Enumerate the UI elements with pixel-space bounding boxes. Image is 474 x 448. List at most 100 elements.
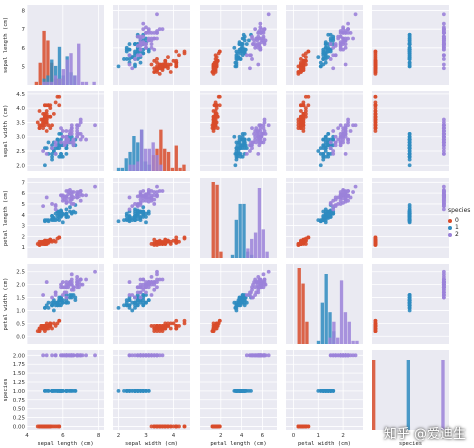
- scatter-point: [168, 62, 173, 67]
- scatter-point: [163, 240, 168, 245]
- scatter-point: [57, 154, 62, 159]
- scatter-point: [43, 123, 47, 128]
- scatter-point: [116, 219, 121, 224]
- scatter-point: [212, 62, 217, 67]
- scatter-point: [256, 290, 261, 295]
- scatter-point: [138, 277, 143, 282]
- scatter-point: [441, 126, 446, 131]
- y-tick-label: 7: [22, 180, 26, 186]
- histogram-bar: [73, 75, 77, 85]
- scatter-point: [127, 47, 132, 52]
- scatter-point: [144, 290, 148, 295]
- scatter-point: [133, 300, 137, 305]
- scatter-point: [127, 298, 132, 303]
- histogram-bar: [50, 59, 54, 85]
- scatter-point: [69, 293, 74, 297]
- histogram-bar: [84, 81, 89, 85]
- scatter-point: [441, 200, 446, 205]
- scatter-point: [130, 293, 135, 297]
- scatter-point: [299, 66, 303, 71]
- scatter-point: [41, 204, 46, 209]
- scatter-point: [160, 27, 165, 32]
- scatter-point: [152, 66, 157, 71]
- histogram-bar: [347, 321, 351, 344]
- scatter-point: [50, 213, 54, 218]
- scatter-point: [141, 298, 146, 303]
- scatter-point: [155, 64, 159, 69]
- scatter-point: [155, 239, 159, 244]
- histogram-bar: [143, 148, 148, 171]
- histogram-bar: [324, 274, 328, 344]
- scatter-point: [127, 42, 132, 46]
- scatter-point: [235, 154, 240, 159]
- scatter-point: [141, 194, 146, 199]
- scatter-point: [152, 326, 157, 331]
- scatter-point: [441, 42, 446, 46]
- scatter-point: [174, 239, 179, 244]
- y-axis-label: sepal length (cm): [3, 17, 9, 73]
- scatter-point: [441, 143, 446, 148]
- scatter-point: [149, 38, 154, 43]
- scatter-point: [301, 123, 306, 128]
- scatter-point: [336, 202, 341, 206]
- histogram-bar: [163, 148, 167, 171]
- scatter-point: [441, 207, 446, 212]
- scatter-point: [242, 131, 247, 136]
- scatter-point: [135, 303, 140, 308]
- legend-marker-2: [448, 232, 452, 237]
- scatter-point: [348, 129, 353, 133]
- scatter-point: [152, 237, 157, 242]
- scatter-point: [157, 71, 162, 76]
- scatter-point: [261, 123, 266, 128]
- scatter-point: [255, 280, 260, 284]
- scatter-point: [155, 193, 159, 198]
- scatter-point: [146, 298, 151, 303]
- scatter-point: [407, 131, 412, 136]
- scatter-point: [441, 45, 446, 50]
- scatter-point: [321, 157, 326, 162]
- scatter-point: [259, 282, 264, 287]
- scatter-point: [441, 149, 446, 153]
- scatter-point: [299, 117, 303, 122]
- scatter-point: [144, 192, 148, 197]
- scatter-point: [57, 94, 62, 99]
- scatter-point: [135, 53, 140, 58]
- histogram-bar: [250, 238, 254, 258]
- x-axis-label: sepal length (cm): [37, 441, 93, 447]
- scatter-point: [157, 277, 162, 282]
- scatter-point: [212, 117, 217, 122]
- scatter-point: [41, 293, 46, 297]
- scatter-point: [57, 146, 62, 151]
- scatter-point: [326, 131, 331, 136]
- scatter-point: [138, 53, 143, 58]
- scatter-point: [215, 126, 220, 131]
- scatter-point: [160, 240, 165, 245]
- scatter-point: [46, 103, 51, 108]
- scatter-point: [239, 298, 244, 303]
- scatter-point: [341, 42, 346, 46]
- scatter-point: [299, 70, 303, 74]
- scatter-point: [152, 36, 157, 41]
- scatter-point: [155, 353, 159, 358]
- scatter-point: [157, 424, 162, 429]
- histogram-bar: [182, 164, 186, 171]
- scatter-point: [133, 353, 137, 358]
- legend-label-2: 2: [455, 231, 459, 238]
- scatter-point: [373, 111, 378, 116]
- scatter-point: [149, 42, 154, 46]
- scatter-point: [242, 298, 247, 303]
- scatter-point: [441, 21, 446, 26]
- scatter-point: [60, 212, 65, 217]
- legend-entry-0: 0: [448, 217, 470, 224]
- scatter-point: [250, 126, 254, 131]
- scatter-point: [50, 157, 54, 162]
- scatter-point: [124, 49, 129, 54]
- histogram-bar: [246, 248, 250, 258]
- scatter-point: [59, 285, 63, 290]
- y-tick-label: 5: [22, 64, 26, 70]
- scatter-point: [37, 126, 42, 131]
- scatter-point: [152, 287, 157, 292]
- scatter-point: [141, 21, 146, 26]
- scatter-point: [321, 209, 326, 214]
- scatter-point: [144, 353, 148, 358]
